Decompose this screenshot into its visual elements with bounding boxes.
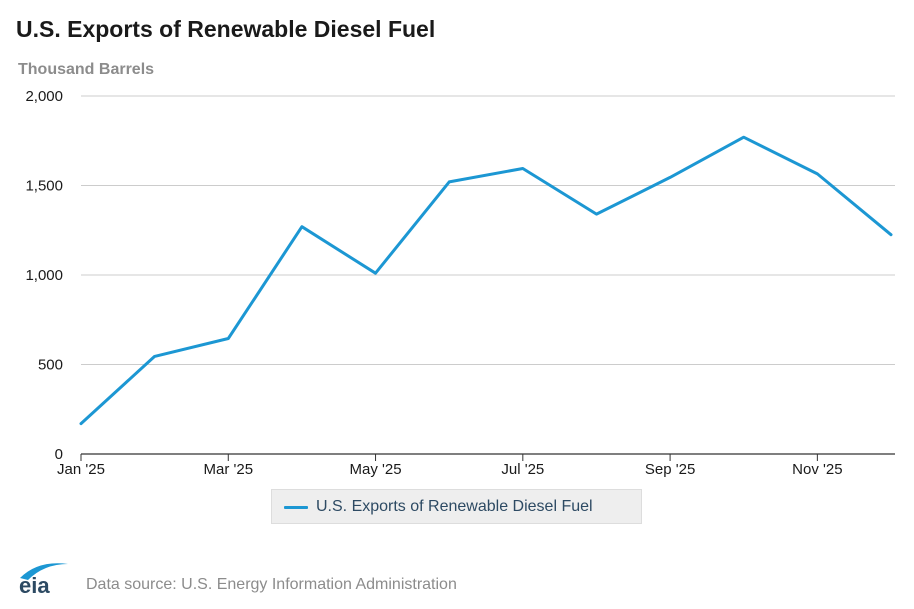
y-tick-label: 1,000	[25, 267, 63, 284]
logo-text: eia	[19, 573, 50, 596]
data-point[interactable]	[516, 161, 530, 175]
y-axis-unit-label: Thousand Barrels	[18, 61, 155, 78]
data-point[interactable]	[884, 228, 898, 242]
x-tick-label: Mar '25	[203, 461, 253, 478]
data-point[interactable]	[369, 266, 383, 280]
y-tick-label: 1,500	[25, 178, 63, 195]
y-tick-label: 0	[55, 446, 63, 463]
y-tick-label: 2,000	[25, 88, 63, 105]
data-point[interactable]	[589, 207, 603, 221]
data-point[interactable]	[810, 167, 824, 181]
data-point[interactable]	[663, 170, 677, 184]
x-tick-label: Jan '25	[57, 461, 105, 478]
x-tick-label: Nov '25	[792, 461, 842, 478]
x-tick-label: Jul '25	[501, 461, 544, 478]
axes: 0 500 1,000 1,500 2,000 Jan '25 Mar '25 May '25…	[25, 88, 895, 478]
data-point[interactable]	[442, 175, 456, 189]
series-line[interactable]	[79, 135, 893, 426]
data-point[interactable]	[295, 220, 309, 234]
legend-label: U.S. Exports of Renewable Diesel Fuel	[316, 498, 593, 515]
data-point[interactable]	[221, 332, 235, 346]
x-tick-label: May '25	[350, 461, 402, 478]
legend-swatch	[284, 506, 308, 509]
eia-logo: eia	[19, 563, 68, 596]
data-source-note: Data source: U.S. Energy Information Adm…	[86, 576, 457, 593]
data-point[interactable]	[148, 349, 162, 363]
x-tick-label: Sep '25	[645, 461, 695, 478]
gridlines	[81, 95, 895, 365]
data-point[interactable]	[737, 130, 751, 144]
data-point[interactable]	[74, 417, 88, 431]
series-layer	[74, 130, 898, 431]
legend[interactable]: U.S. Exports of Renewable Diesel Fuel	[271, 489, 642, 524]
chart-title: U.S. Exports of Renewable Diesel Fuel	[16, 16, 436, 42]
y-tick-label: 500	[38, 357, 63, 374]
